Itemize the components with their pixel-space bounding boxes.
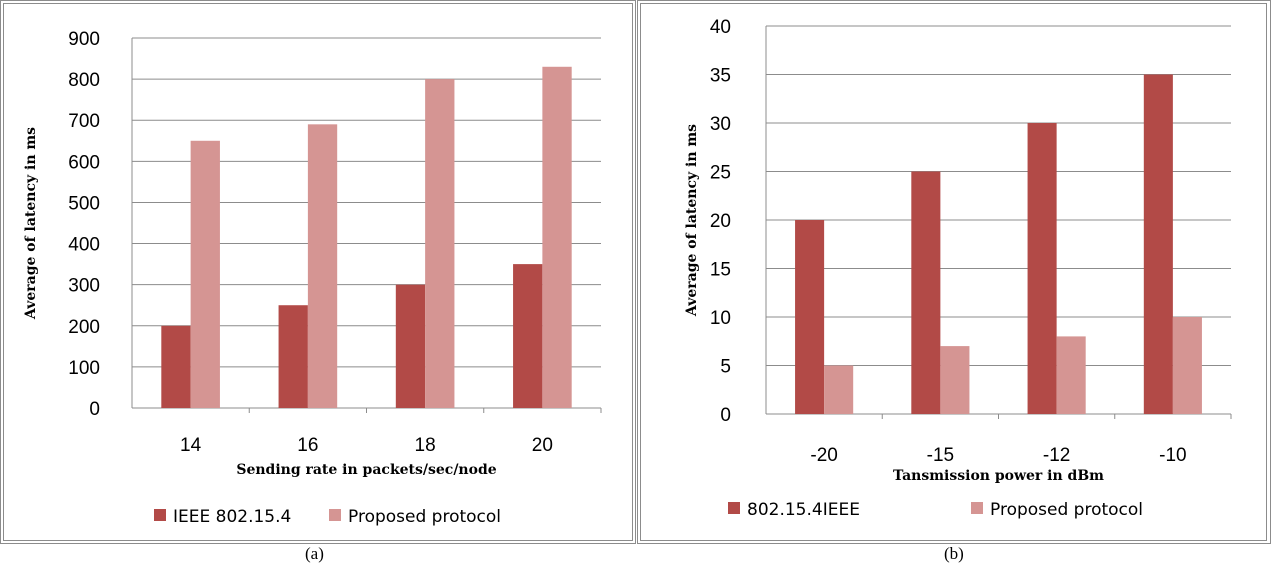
chart-a-y-tick-label: 500 [68,193,100,214]
chart-b-y-tick-label: 25 [710,163,731,184]
chart-b-y-tick-label: 15 [710,260,731,281]
chart-a-y-tick-label: 900 [68,29,100,50]
chart-a-bar-series1 [278,305,308,408]
chart-b-bar-series2 [1172,317,1202,414]
chart-a-bar-series2 [425,79,455,408]
chart-b-y-tick-label: 0 [720,405,731,426]
chart-b: 0 5 10 15 20 25 30 35 40 -20 -15 -12 -10 Tansmission … [684,17,1232,520]
chart-a-legend-swatch [154,509,166,521]
chart-b-x-axis-title: Tansmission power in dBm [893,468,1104,484]
chart-b-x-tick-label: -15 [927,445,954,466]
chart-b-y-tick-label: 5 [720,357,731,378]
chart-a-legend-swatch [329,509,341,521]
chart-a-x-tick-label: 16 [297,435,318,456]
chart-a-x-tick-label: 18 [415,435,436,456]
chart-b-bar-series1 [1027,123,1057,414]
caption-b: (b) [944,544,964,563]
chart-a-x-axis-title: Sending rate in packets/sec/node [236,462,496,478]
chart-a-bar-series1 [513,264,543,408]
chart-a-y-tick-label: 100 [68,358,100,379]
chart-a-x-tick-label: 20 [532,435,553,456]
chart-b-bar-series2 [1056,336,1086,414]
chart-a-y-tick-label: 400 [68,235,100,256]
chart-b-x-tick-label: -20 [810,445,837,466]
chart-b-y-tick-label: 20 [710,211,731,232]
chart-b-y-tick-label: 40 [710,17,731,38]
chart-b-x-tick-label: -10 [1159,445,1186,466]
chart-a-outer-frame [0,0,636,544]
chart-b-legend-label: 802.15.4IEEE [747,500,860,520]
chart-a-bar-series1 [395,284,426,408]
chart-b-panel: 0 5 10 15 20 25 30 35 40 -20 -15 -12 -10 Tansmission … [640,3,1267,541]
chart-a-legend-label: IEEE 802.15.4 [173,507,291,527]
chart-b-y-tick-label: 35 [710,66,731,87]
chart-b-legend-swatch [728,502,740,514]
caption-a: (a) [305,544,324,563]
chart-b-legend-label: Proposed protocol [990,500,1143,520]
chart-a-bar-series2 [190,140,220,408]
chart-b-legend-swatch [971,502,983,514]
chart-a-y-tick-label: 200 [68,317,100,338]
chart-b-y-axis-title: Average of latency in ms [684,124,700,317]
chart-b-bar-series1 [795,220,825,414]
chart-b-bar-series1 [911,171,941,414]
chart-a-y-tick-label: 300 [68,276,100,297]
chart-b-x-tick-label: -12 [1043,445,1070,466]
chart-a-y-axis-title: Average of latency in ms [23,127,39,320]
chart-a-bar-series1 [161,325,191,408]
chart-a-y-tick-label: 600 [68,152,100,173]
chart-a-y-tick-label: 0 [89,399,100,420]
chart-a-x-tick-label: 14 [180,435,202,456]
chart-a-panel: 0 100 200 300 400 500 600 700 800 900 14 16 18 20 Send… [3,3,633,541]
chart-b-y-tick-label: 10 [710,308,731,329]
chart-b-bar-series2 [940,346,970,414]
chart-b-bar-series2 [824,365,854,414]
chart-a-bar-series2 [542,66,572,409]
chart-b-y-tick-label: 30 [710,114,731,135]
chart-a: 0 100 200 300 400 500 600 700 800 900 14 16 18 20 Send… [23,29,602,527]
chart-a-bar-series2 [307,124,338,408]
chart-a-y-tick-label: 700 [68,111,100,132]
chart-b-bar-series1 [1143,74,1173,414]
chart-a-legend-label: Proposed protocol [348,507,501,527]
chart-a-y-tick-label: 800 [68,70,100,91]
